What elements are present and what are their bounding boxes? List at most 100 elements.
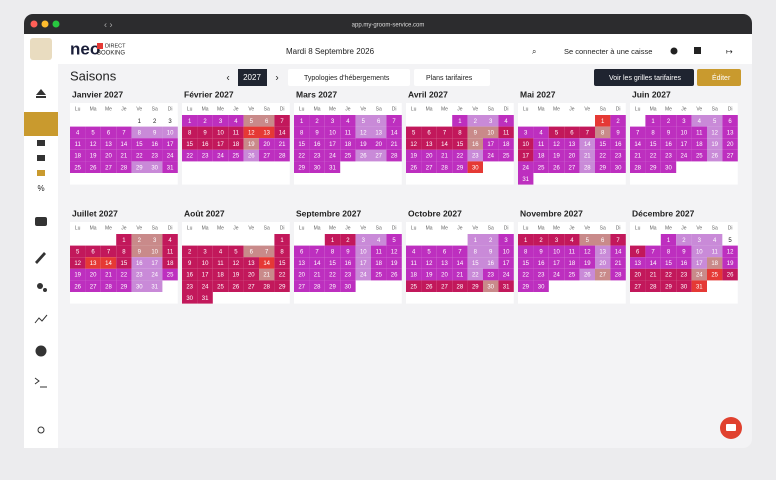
weekday: Di <box>728 106 733 112</box>
url[interactable]: app.my-groom-service.com <box>352 23 425 29</box>
day-number: 21 <box>650 273 657 279</box>
day-number: 29 <box>329 284 336 290</box>
day-number: 6 <box>443 249 447 255</box>
day-cell <box>548 245 565 258</box>
next-year[interactable]: › <box>275 73 278 84</box>
day-cell <box>212 126 229 139</box>
day-number: 27 <box>90 284 97 290</box>
prev-year[interactable]: ‹ <box>226 73 229 84</box>
day-number: 30 <box>136 284 143 290</box>
day-number: 6 <box>265 119 269 125</box>
day-cell <box>630 126 646 139</box>
day-number: 7 <box>651 249 655 255</box>
day-cell <box>610 268 626 281</box>
day-cell <box>467 245 483 258</box>
day-cell <box>610 257 626 269</box>
day-number: 18 <box>233 142 240 148</box>
day-number: 13 <box>599 249 606 255</box>
day-cell <box>85 138 101 150</box>
day-cell <box>212 268 229 281</box>
day-number: 10 <box>681 130 688 136</box>
day-number: 14 <box>584 142 591 148</box>
day-number: 3 <box>331 119 335 125</box>
day-cell <box>274 245 290 258</box>
logout[interactable]: ↦ <box>726 47 733 56</box>
day-number: 11 <box>376 249 383 255</box>
sidebar-active[interactable] <box>24 112 58 136</box>
day-cell <box>162 268 178 281</box>
day-cell <box>722 138 738 150</box>
day-cell <box>182 138 198 150</box>
weekday: Me <box>553 225 560 231</box>
edit-button[interactable] <box>697 69 741 86</box>
day-number: 23 <box>136 273 143 279</box>
day-number: 9 <box>667 130 671 136</box>
day-number: 4 <box>713 238 717 244</box>
day-number: 5 <box>76 249 80 255</box>
day-cell <box>243 268 259 281</box>
search[interactable]: ⌕ <box>532 47 536 56</box>
day-number: 10 <box>522 142 529 148</box>
day-cell <box>533 280 549 292</box>
day-number: 17 <box>151 261 158 267</box>
day-cell <box>660 245 677 258</box>
day-cell <box>324 161 341 173</box>
day-cell <box>707 245 723 258</box>
zoom[interactable] <box>52 20 60 28</box>
day-number: 23 <box>151 154 158 160</box>
day-number: 15 <box>599 142 606 148</box>
day-cell <box>676 268 692 281</box>
day-number: 12 <box>426 261 433 267</box>
day-cell <box>131 115 147 127</box>
day-cell <box>116 126 132 139</box>
day-number: 1 <box>458 119 462 125</box>
day-cell <box>70 268 86 281</box>
day-cell <box>660 257 677 269</box>
day-cell <box>595 161 611 173</box>
day-cell <box>483 126 499 139</box>
weekday: Ve <box>696 106 702 112</box>
day-cell <box>100 268 117 281</box>
day-cell <box>452 245 468 258</box>
day-cell <box>518 268 534 281</box>
day-cell <box>131 234 147 246</box>
day-cell <box>645 115 661 127</box>
minimize[interactable] <box>41 20 49 28</box>
rates-button[interactable] <box>594 69 694 86</box>
day-cell <box>645 268 661 281</box>
day-cell <box>294 268 310 281</box>
day-number: 14 <box>615 249 622 255</box>
day-number: 31 <box>503 284 510 290</box>
day-cell <box>197 138 213 150</box>
day-cell <box>579 245 595 258</box>
day-number: 23 <box>487 273 494 279</box>
day-number: 12 <box>360 130 367 136</box>
day-cell <box>406 280 422 292</box>
day-number: 10 <box>151 249 158 255</box>
building[interactable] <box>694 47 701 54</box>
day-cell <box>162 115 178 127</box>
day-cell <box>406 268 422 281</box>
filter[interactable] <box>414 69 490 86</box>
filter[interactable] <box>288 69 410 86</box>
day-number: 21 <box>441 154 448 160</box>
nav[interactable]: ‹ › <box>104 19 113 29</box>
day-number: 24 <box>681 154 688 160</box>
cash-register[interactable]: Se connecter à une caisse <box>564 47 652 56</box>
logo: neo <box>70 39 100 58</box>
close[interactable] <box>30 20 38 28</box>
day-cell <box>340 234 356 246</box>
day-number: 12 <box>248 130 255 136</box>
day-number: 21 <box>279 142 286 148</box>
day-number: 15 <box>650 142 657 148</box>
weekday: Lu <box>523 106 529 112</box>
day-cell <box>579 268 595 281</box>
day-number: 18 <box>345 142 352 148</box>
day-number: 9 <box>203 130 207 136</box>
help[interactable] <box>670 47 678 55</box>
day-number: 3 <box>698 238 702 244</box>
day-cell <box>467 149 483 162</box>
month-name: Septembre 2027 <box>296 208 361 218</box>
day-cell <box>116 149 132 162</box>
day-number: 2 <box>346 238 350 244</box>
